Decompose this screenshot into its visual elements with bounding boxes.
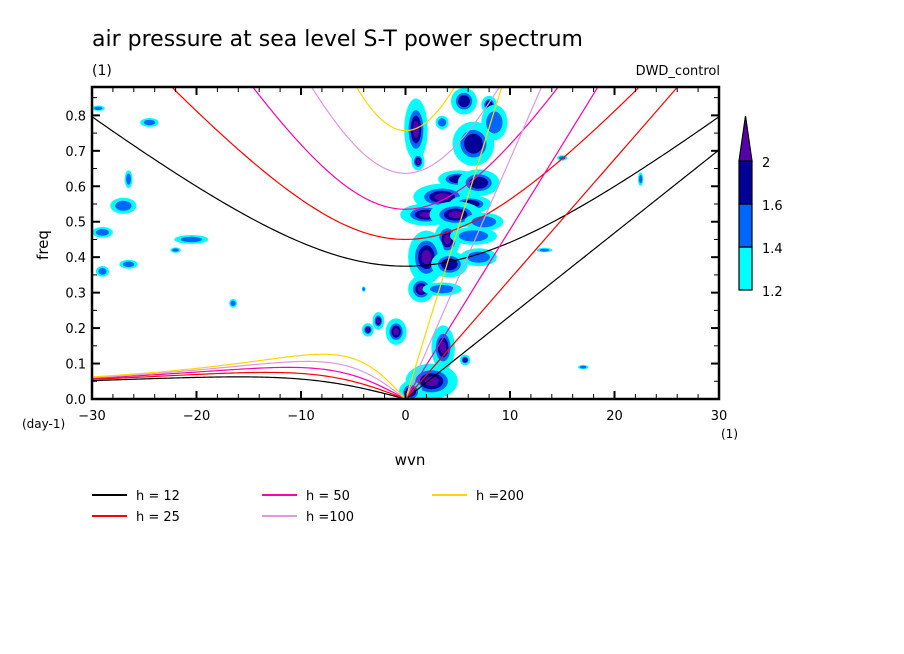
contour-blob — [421, 249, 432, 265]
y-tick-label: 0.6 — [65, 180, 86, 195]
x-tick-labels: −30 −20 −10 0 10 20 30 — [78, 409, 727, 424]
colorbar-segment — [738, 203, 753, 248]
subtitle-units: (1) — [92, 63, 112, 79]
contour-blob — [437, 118, 447, 127]
gravity-curve — [170, 87, 641, 241]
kelvin-curve — [404, 87, 543, 399]
subtitle-experiment: DWD_control — [636, 64, 720, 79]
rossby-curve — [92, 371, 406, 399]
x-tick-label: 0 — [401, 409, 409, 424]
contour-blob — [412, 121, 420, 138]
contour-blob — [417, 285, 425, 293]
rossby-curve — [92, 353, 406, 399]
contour-blob — [429, 284, 455, 294]
y-tick-label: 0.5 — [65, 216, 86, 231]
contour-blob — [463, 358, 467, 362]
kelvin-curve — [405, 87, 679, 399]
y-tick-label: 0.3 — [65, 287, 86, 302]
contour-blob — [122, 261, 135, 268]
y-unit-label: (day-1) — [22, 417, 65, 431]
colorbar-segment — [738, 160, 753, 205]
axis-ticks — [91, 87, 720, 400]
x-tick-label: −30 — [78, 409, 105, 424]
rossby-curve — [92, 376, 406, 399]
contour-blob — [448, 211, 463, 219]
colorbar-segment — [738, 246, 753, 291]
legend-label: h = 12 — [136, 489, 180, 504]
colorbar-label: 1.4 — [762, 242, 783, 257]
kelvin-curve — [404, 87, 599, 399]
y-tick-label: 0.0 — [65, 393, 86, 408]
y-tick-label: 0.1 — [65, 358, 86, 373]
x-tick-label: 20 — [606, 409, 623, 424]
rossby-curve — [92, 360, 406, 399]
contour-blob — [458, 230, 489, 242]
contour-blob — [486, 111, 503, 134]
y-tick-label: 0.7 — [65, 145, 86, 160]
y-tick-label: 0.4 — [65, 251, 86, 266]
rossby-curve — [92, 366, 406, 399]
x-tick-label: 30 — [711, 409, 728, 424]
contour-blob — [539, 248, 550, 252]
contour-blob — [362, 287, 365, 291]
contour-blob — [638, 175, 643, 184]
contour-blob — [393, 328, 399, 336]
gravity-curve — [355, 87, 456, 132]
gravity-curve — [92, 116, 719, 267]
gravity-curve — [252, 87, 559, 210]
legend-label: h =100 — [306, 510, 354, 525]
legend: h = 12 h = 25 h = 50 h =100 h =200 — [92, 489, 524, 525]
dispersion-curves — [92, 87, 719, 399]
legend-label: h =200 — [476, 489, 524, 504]
kelvin-curve — [404, 87, 503, 399]
y-tick-label: 0.8 — [65, 109, 86, 124]
colorbar-label: 1.6 — [762, 199, 783, 214]
contour-blob — [416, 159, 420, 164]
y-axis-label: freq — [34, 230, 52, 260]
contour-blob — [458, 95, 470, 108]
colorbar-label: 1.2 — [762, 285, 783, 300]
legend-label: h = 25 — [136, 510, 180, 525]
gravity-curve — [310, 87, 501, 174]
contour-blob — [467, 251, 491, 263]
legend-label: h = 50 — [306, 489, 350, 504]
contour-blob — [439, 341, 447, 354]
contour-blob — [579, 365, 587, 369]
contour-blob — [366, 328, 370, 332]
x-tick-label: −20 — [183, 409, 210, 424]
x-unit-label: (1) — [721, 427, 738, 441]
y-tick-label: 0.2 — [65, 322, 86, 337]
x-tick-label: −10 — [287, 409, 314, 424]
contour-blob — [180, 236, 202, 243]
contour-blob — [376, 318, 380, 324]
kelvin-curve — [405, 149, 719, 399]
contour-blob — [115, 200, 132, 211]
contour-blob — [143, 119, 156, 126]
contour-blob — [126, 173, 132, 185]
contour-blob — [230, 300, 236, 307]
contour-blob — [424, 376, 439, 387]
colorbar-label: 2 — [762, 156, 770, 171]
contour-blob — [98, 268, 107, 275]
contour-blob — [172, 248, 179, 252]
colorbar-extend-arrow — [738, 115, 753, 162]
x-tick-label: 10 — [502, 409, 519, 424]
contour-blob — [443, 234, 451, 245]
contour-blob — [95, 229, 109, 236]
chart-title: air pressure at sea level S-T power spec… — [92, 27, 583, 52]
x-axis-label: wvn — [395, 451, 426, 469]
contour-blob — [464, 133, 483, 154]
colorbar: 1.2 1.4 1.6 2 — [738, 115, 783, 300]
y-tick-labels: 0.0 0.1 0.2 0.3 0.4 0.5 0.6 0.7 0.8 — [65, 109, 86, 408]
contour-blob — [94, 106, 103, 110]
